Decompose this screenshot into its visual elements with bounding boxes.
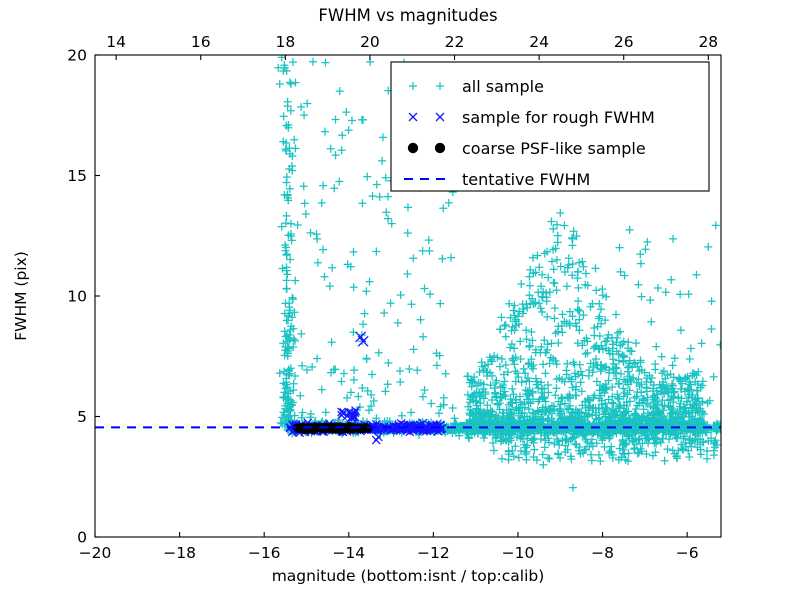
x-tick-label: −14 bbox=[332, 544, 365, 562]
x-tick-label: −16 bbox=[248, 544, 281, 562]
x-tick-label: −18 bbox=[163, 544, 196, 562]
x-top-tick-label: 22 bbox=[445, 33, 465, 51]
legend-label: coarse PSF-like sample bbox=[462, 139, 646, 158]
series-coarse-psf-like-sample bbox=[292, 422, 373, 435]
x-tick-label: −20 bbox=[79, 544, 112, 562]
x-axis-label: magnitude (bottom:isnt / top:calib) bbox=[272, 567, 545, 585]
y-tick-label: 10 bbox=[67, 288, 87, 306]
legend-label: tentative FWHM bbox=[462, 170, 590, 189]
x-tick-label: −8 bbox=[591, 544, 614, 562]
x-top-tick-label: 14 bbox=[106, 33, 126, 51]
x-tick-label: −10 bbox=[502, 544, 535, 562]
x-axis-bottom: −20 −18 −16 −14 −12 −10 −8 −6 bbox=[79, 532, 699, 562]
y-tick-label: 15 bbox=[67, 167, 87, 185]
y-axis-left: 0 5 10 15 20 bbox=[67, 47, 100, 547]
page-title: FWHM vs magnitudes bbox=[318, 6, 497, 25]
x-top-tick-label: 18 bbox=[275, 33, 295, 51]
legend: all sample sample for rough FWHM coarse PS… bbox=[390, 61, 710, 192]
legend-item: all sample bbox=[409, 77, 544, 96]
legend-label: all sample bbox=[462, 77, 544, 96]
x-top-tick-label: 16 bbox=[191, 33, 211, 51]
legend-item: coarse PSF-like sample bbox=[407, 139, 646, 158]
x-tick-label: −6 bbox=[676, 544, 699, 562]
y-axis-label: FWHM (pix) bbox=[12, 251, 30, 341]
legend-item: tentative FWHM bbox=[404, 170, 590, 189]
y-tick-label: 0 bbox=[77, 529, 87, 547]
y-tick-label: 20 bbox=[67, 47, 87, 65]
legend-label: sample for rough FWHM bbox=[462, 108, 655, 127]
x-tick-label: −12 bbox=[417, 544, 450, 562]
y-tick-label: 5 bbox=[77, 408, 87, 426]
x-top-tick-label: 26 bbox=[614, 33, 634, 51]
x-top-tick-label: 24 bbox=[529, 33, 549, 51]
x-axis-top: 14 16 18 20 22 24 26 28 bbox=[106, 33, 718, 60]
legend-box bbox=[390, 61, 710, 192]
x-top-tick-label: 20 bbox=[360, 33, 380, 51]
x-top-tick-label: 28 bbox=[698, 33, 718, 51]
legend-item: sample for rough FWHM bbox=[408, 108, 655, 127]
